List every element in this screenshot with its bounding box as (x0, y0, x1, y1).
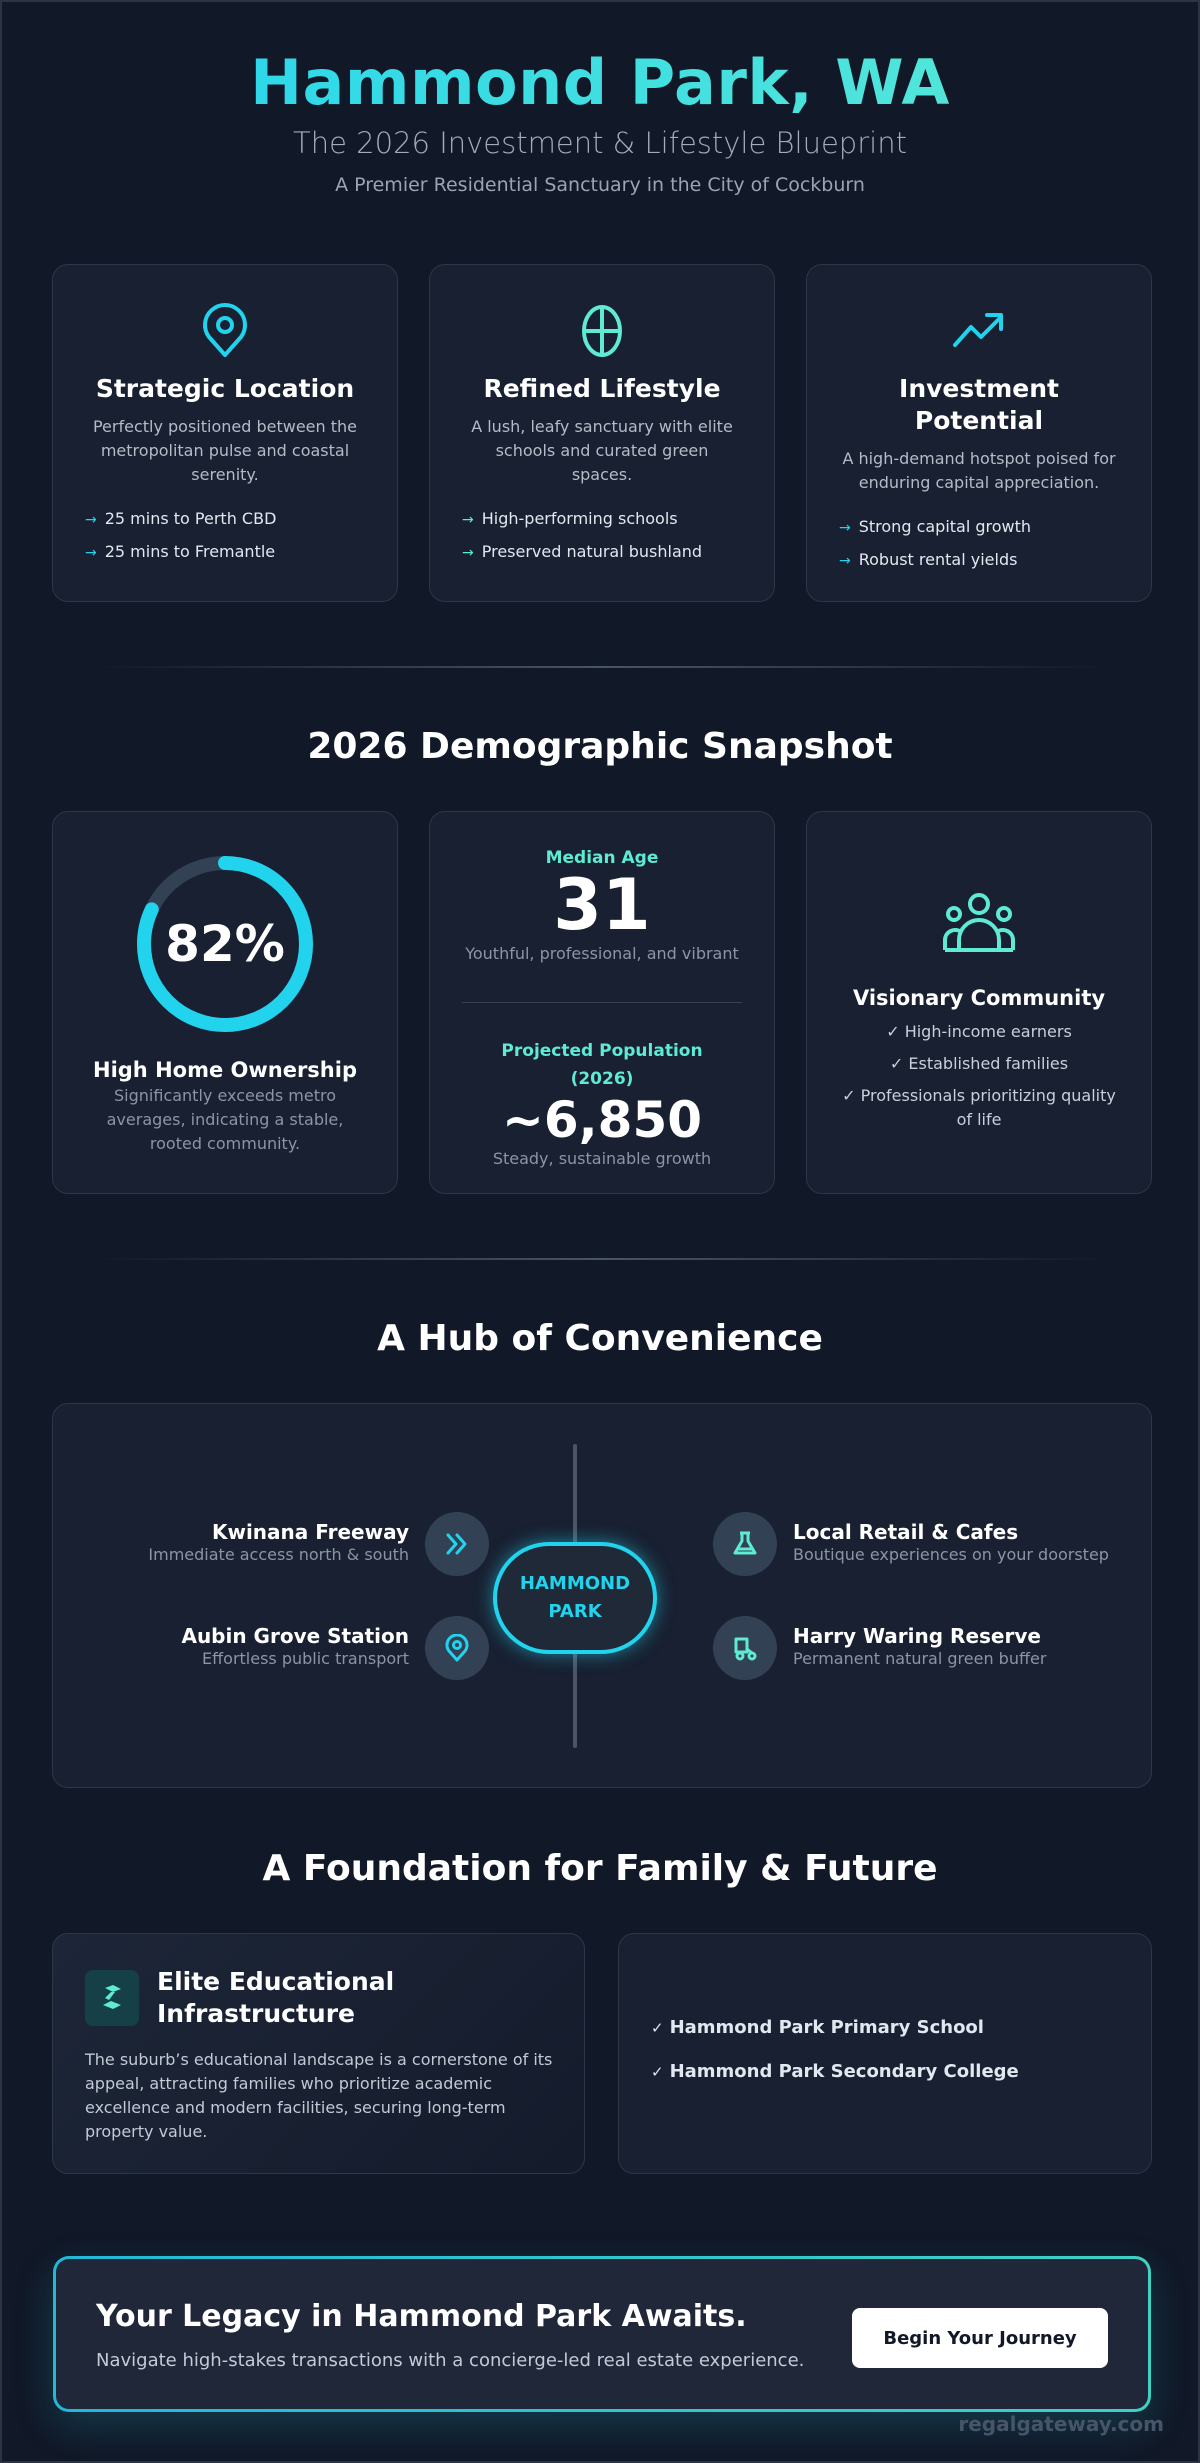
school-item: ✓ Hammond Park Secondary College (651, 2061, 1019, 2082)
section-divider (92, 1258, 1112, 1260)
cart-icon (734, 1637, 757, 1661)
feature-card-lifestyle: Refined Lifestyle A lush, leafy sanctuar… (429, 264, 775, 602)
hub-item-title: Kwinana Freeway (211, 1520, 409, 1544)
stats-card: Median Age 31 Youthful, professional, an… (429, 811, 775, 1194)
flask-icon (733, 1531, 757, 1555)
section-title-demographics: 2026 Demographic Snapshot (307, 726, 893, 767)
population-value: ~6,850 (501, 1091, 703, 1149)
map-pin-icon (203, 303, 247, 357)
arrow-right-icon: → (839, 553, 851, 569)
map-pin-icon (445, 1634, 469, 1662)
ownership-card: 82% High Home Ownership Significantly ex… (52, 811, 398, 1194)
feature-description: Perfectly positioned between the metropo… (92, 417, 358, 484)
hub-item-description: Effortless public transport (202, 1649, 409, 1668)
community-title: Visionary Community (852, 986, 1106, 1010)
globe-icon (582, 305, 622, 357)
hub-item-kwinana-freeway: Kwinana Freeway Immediate access north &… (9, 1512, 489, 1576)
trending-up-icon (953, 313, 1003, 347)
hub-item-title: Harry Waring Reserve (793, 1624, 1041, 1648)
cta-title: Your Legacy in Hammond Park Awaits. (96, 2299, 747, 2334)
hub-item-local-retail: Local Retail & Cafes Boutique experience… (713, 1512, 1193, 1576)
community-item: ✓ Established families (889, 1054, 1069, 1073)
cta-description: Navigate high-stakes transactions with a… (96, 2350, 805, 2371)
section-title-foundation: A Foundation for Family & Future (262, 1848, 938, 1889)
ownership-donut-chart: 82% (135, 854, 315, 1034)
page-tagline: A Premier Residential Sanctuary in the C… (335, 174, 865, 196)
arrow-right-icon: → (85, 545, 97, 561)
school-item: ✓ Hammond Park Primary School (651, 2017, 984, 2038)
hub-item-aubin-grove-station: Aubin Grove Station Effortless public tr… (9, 1616, 489, 1680)
feature-title: Investment Potential (899, 374, 1059, 435)
feature-bullet: → 25 mins to Fremantle (85, 542, 276, 561)
hub-item-harry-waring-reserve: Harry Waring Reserve Permanent natural g… (713, 1616, 1193, 1680)
median-age-label: Median Age (545, 848, 659, 868)
hub-item-description: Permanent natural green buffer (793, 1649, 1047, 1668)
community-card: Visionary Community ✓ High-income earner… (806, 811, 1152, 1194)
hub-item-description: Boutique experiences on your doorstep (793, 1545, 1109, 1564)
median-age-description: Youthful, professional, and vibrant (465, 944, 739, 963)
median-age-value: 31 (553, 864, 651, 946)
population-label: Projected Population (2026) (501, 1041, 703, 1089)
feature-bullet: → Strong capital growth (839, 517, 1032, 536)
hub-item-description: Immediate access north & south (148, 1545, 409, 1564)
section-divider (92, 666, 1112, 668)
feature-description: A lush, leafy sanctuary with elite schoo… (471, 417, 733, 484)
ownership-description: Significantly exceeds metro averages, in… (106, 1086, 344, 1153)
feature-description: A high-demand hotspot poised for endurin… (842, 449, 1116, 492)
feature-bullet: → Robust rental yields (839, 550, 1018, 569)
feature-bullet: → High-performing schools (462, 509, 678, 528)
feature-card-location: Strategic Location Perfectly positioned … (52, 264, 398, 602)
ownership-title: High Home Ownership (93, 1058, 357, 1082)
hub-item-title: Aubin Grove Station (181, 1624, 409, 1648)
page-subtitle: The 2026 Investment & Lifestyle Blueprin… (293, 126, 907, 160)
population-description: Steady, sustainable growth (492, 1149, 712, 1168)
check-icon: ✓ (651, 2019, 664, 2037)
feature-title: Strategic Location (95, 374, 355, 403)
chevrons-right-icon (446, 1533, 467, 1555)
arrow-right-icon: → (462, 545, 474, 561)
ownership-percent: 82% (165, 915, 285, 973)
arrow-right-icon: → (85, 512, 97, 528)
arrow-right-icon: → (839, 520, 851, 536)
hub-diagram: HAMMOND PARK Kwinana Freeway Immediate a… (52, 1403, 1152, 1788)
feature-bullet: → Preserved natural bushland (462, 542, 703, 561)
stats-divider (462, 1002, 742, 1003)
stack-icon (85, 1970, 139, 2026)
page-title: Hammond Park, WA (2, 46, 1198, 119)
arrow-right-icon: → (462, 512, 474, 528)
watermark: regalgateway.com (958, 2412, 1164, 2436)
cta-banner: Your Legacy in Hammond Park Awaits. Navi… (53, 2256, 1151, 2412)
hub-center-node: HAMMOND PARK (493, 1542, 657, 1654)
feature-card-investment: Investment Potential A high-demand hotsp… (806, 264, 1152, 602)
education-title: Elite Educational Infrastructure (157, 1967, 395, 2028)
schools-card: ✓ Hammond Park Primary School ✓ Hammond Pa… (618, 1933, 1152, 2174)
community-item: ✓ High-income earners (886, 1022, 1072, 1041)
education-description: The suburb’s educational landscape is a … (85, 2050, 553, 2141)
education-card: Elite Educational Infrastructure The sub… (52, 1933, 585, 2174)
feature-bullet: → 25 mins to Perth CBD (85, 509, 277, 528)
check-icon: ✓ (651, 2063, 664, 2081)
hub-item-title: Local Retail & Cafes (793, 1520, 1019, 1544)
begin-journey-button[interactable]: Begin Your Journey (852, 2308, 1108, 2368)
feature-title: Refined Lifestyle (483, 374, 721, 403)
users-icon (943, 893, 1015, 952)
section-title-hub: A Hub of Convenience (377, 1318, 823, 1359)
community-item: ✓ Professionals prioritizing quality of … (842, 1086, 1116, 1129)
